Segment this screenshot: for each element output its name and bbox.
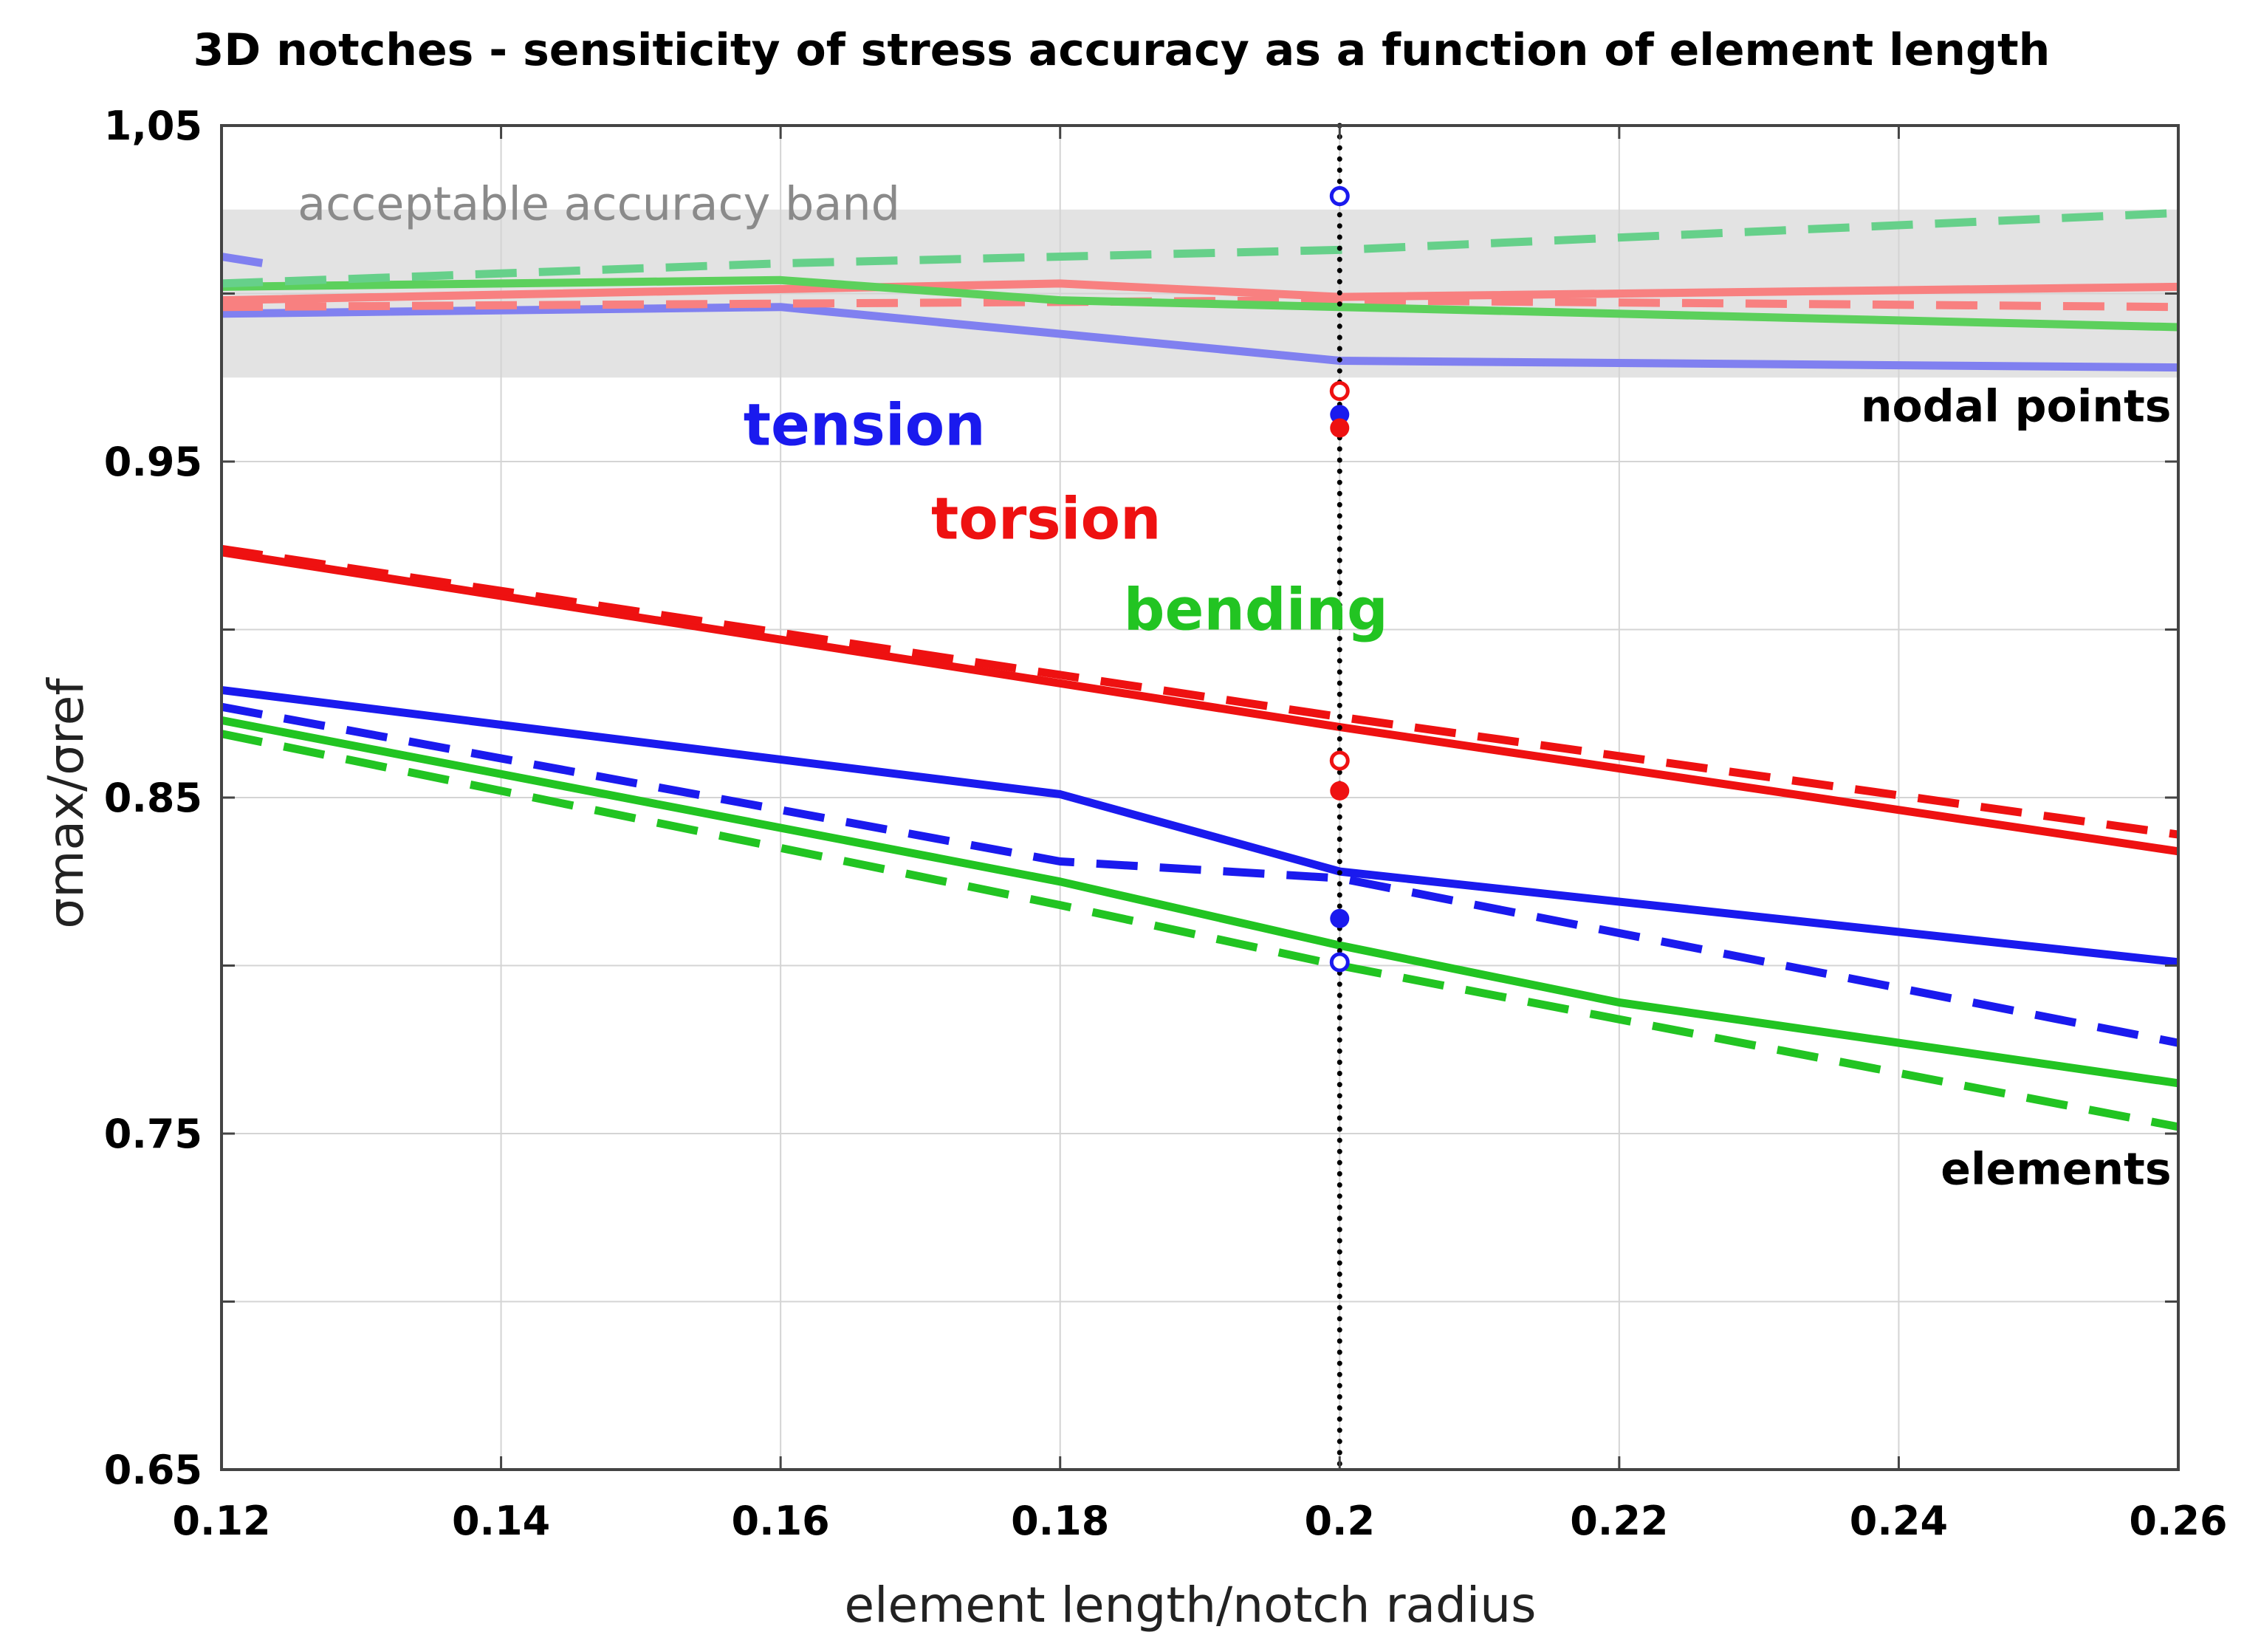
x-tick-labels: 0.12 0.14 0.16 0.18 0.2 0.22 0.24 0.26 — [172, 1498, 2227, 1544]
y-tick-label-0-65: 0.65 — [104, 1447, 202, 1493]
annotation-bending: bending — [1124, 577, 1388, 644]
series-tension-elements-dashed — [221, 702, 2180, 1047]
marker-torsion-open-2 — [1329, 750, 1350, 771]
marker-tension-filled-2 — [1330, 908, 1350, 928]
x-tick-label-0-2: 0.2 — [1304, 1498, 1375, 1544]
y-tick-label-0-85: 0.85 — [104, 775, 202, 821]
x-tick-label-0-14: 0.14 — [452, 1498, 550, 1544]
x-tick-label-0-22: 0.22 — [1570, 1498, 1668, 1544]
y-tick-label-0-95: 0.95 — [104, 439, 202, 485]
series-layer — [220, 208, 2180, 1131]
x-tick-label-0-24: 0.24 — [1850, 1498, 1948, 1544]
series-torsion-elements-solid — [221, 548, 2179, 856]
y-tick-label-1-05: 1,05 — [104, 103, 202, 149]
series-bending-elements-solid — [220, 716, 2179, 1088]
series-torsion-nodal-dashed — [221, 296, 2179, 312]
annotation-nodal-points: nodal points — [1861, 380, 2172, 432]
series-torsion-nodal-solid — [221, 279, 2179, 305]
x-tick-label-0-16: 0.16 — [732, 1498, 830, 1544]
x-tick-label-0-26: 0.26 — [2129, 1498, 2227, 1544]
marker-torsion-filled-1 — [1330, 418, 1350, 438]
marker-tension-open-1 — [1329, 186, 1350, 207]
series-bending-nodal-solid — [221, 275, 2179, 332]
marker-layer — [1329, 186, 1350, 973]
band-label: acceptable accuracy band — [298, 176, 900, 230]
x-tick-label-0-12: 0.12 — [172, 1498, 270, 1544]
series-tension-elements-solid — [221, 685, 2179, 967]
annotation-tension: tension — [744, 392, 986, 459]
x-tick-label-0-18: 0.18 — [1011, 1498, 1109, 1544]
y-axis-label: σmax/σref — [38, 677, 95, 929]
annotation-elements: elements — [1941, 1143, 2171, 1195]
tick-marks — [220, 124, 2180, 1471]
marker-torsion-filled-2 — [1330, 781, 1350, 801]
marker-torsion-open-1 — [1329, 380, 1350, 401]
series-tension-nodal-dashed — [221, 253, 264, 268]
series-tension-nodal-solid — [221, 303, 2179, 372]
annotation-torsion: torsion — [931, 487, 1162, 553]
y-tick-label-0-75: 0.75 — [104, 1111, 202, 1157]
marker-tension-filled-1 — [1330, 405, 1350, 425]
plot-area: acceptable accuracy band tension torsion b… — [220, 123, 2180, 1473]
marker-tension-open-2 — [1329, 952, 1350, 973]
annotation-layer: tension torsion bending nodal points element… — [744, 380, 2172, 1195]
series-bending-nodal-dashed — [221, 208, 2179, 288]
y-tick-labels: 0.65 0.75 0.85 0.95 1,05 — [104, 103, 202, 1493]
x-axis-label: element length/notch radius — [845, 1577, 1537, 1634]
chart-title: 3D notches - sensiticity of stress accur… — [193, 24, 2051, 76]
